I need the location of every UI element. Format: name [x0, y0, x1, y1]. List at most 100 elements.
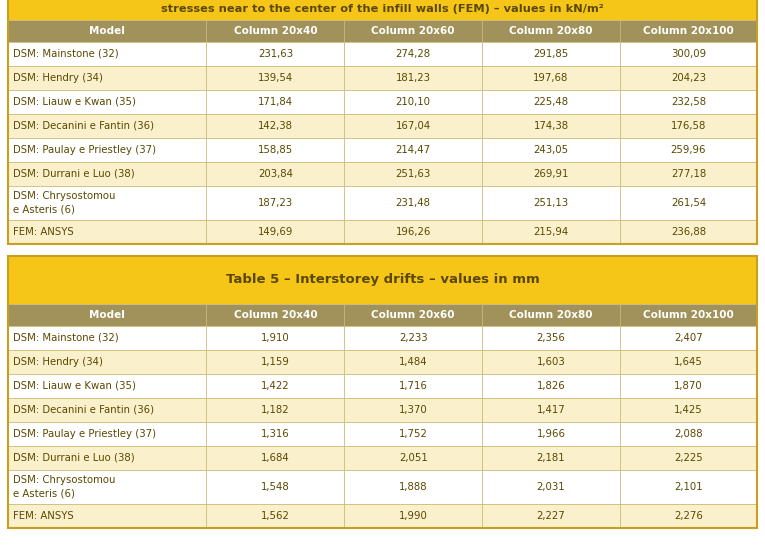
Bar	[8, 20, 207, 42]
Text: 176,58: 176,58	[671, 121, 706, 131]
Text: 274,28: 274,28	[396, 49, 431, 59]
Text: DSM: Durrani e Luo (38): DSM: Durrani e Luo (38)	[13, 169, 135, 179]
Bar	[620, 66, 757, 90]
Bar	[207, 220, 344, 244]
Text: DSM: Chrysostomou: DSM: Chrysostomou	[13, 191, 116, 201]
Bar	[482, 90, 620, 114]
Text: 1,910: 1,910	[261, 333, 290, 343]
Text: 171,84: 171,84	[258, 97, 293, 107]
Text: DSM: Hendry (34): DSM: Hendry (34)	[13, 357, 103, 367]
Bar	[344, 504, 482, 528]
Text: 2,051: 2,051	[399, 453, 428, 463]
Text: DSM: Mainstone (32): DSM: Mainstone (32)	[13, 49, 119, 59]
Text: 1,425: 1,425	[674, 405, 703, 415]
Text: 231,63: 231,63	[258, 49, 293, 59]
Text: 251,63: 251,63	[396, 169, 431, 179]
Text: 2,101: 2,101	[674, 482, 703, 492]
Bar	[207, 138, 344, 162]
Bar	[344, 374, 482, 398]
Text: 251,13: 251,13	[533, 198, 568, 208]
Text: DSM: Hendry (34): DSM: Hendry (34)	[13, 73, 103, 83]
Bar	[482, 422, 620, 446]
Text: DSM: Paulay e Priestley (37): DSM: Paulay e Priestley (37)	[13, 429, 156, 439]
Text: DSM: Decanini e Fantin (36): DSM: Decanini e Fantin (36)	[13, 121, 154, 131]
Bar	[8, 350, 207, 374]
Text: DSM: Durrani e Luo (38): DSM: Durrani e Luo (38)	[13, 453, 135, 463]
Bar	[344, 350, 482, 374]
Bar	[482, 186, 620, 220]
Bar	[482, 138, 620, 162]
Bar	[207, 304, 344, 326]
Bar	[8, 90, 207, 114]
Bar	[8, 114, 207, 138]
Bar	[8, 138, 207, 162]
Text: 1,316: 1,316	[261, 429, 290, 439]
Bar	[8, 0, 757, 244]
Text: 2,088: 2,088	[674, 429, 703, 439]
Bar	[620, 374, 757, 398]
Text: 225,48: 225,48	[533, 97, 568, 107]
Text: 1,826: 1,826	[537, 381, 565, 391]
Text: 1,990: 1,990	[399, 511, 428, 521]
Bar	[482, 326, 620, 350]
Text: 1,603: 1,603	[537, 357, 565, 367]
Text: 259,96: 259,96	[671, 145, 706, 155]
Text: 214,47: 214,47	[396, 145, 431, 155]
Text: 2,276: 2,276	[674, 511, 703, 521]
Bar	[620, 42, 757, 66]
Bar	[8, 304, 207, 326]
Bar	[620, 422, 757, 446]
Bar	[207, 398, 344, 422]
Bar	[482, 42, 620, 66]
Bar	[207, 42, 344, 66]
Text: 1,417: 1,417	[537, 405, 565, 415]
Bar	[620, 398, 757, 422]
Text: 291,85: 291,85	[533, 49, 568, 59]
Text: Column 20x60: Column 20x60	[372, 26, 455, 36]
Bar	[482, 220, 620, 244]
Text: 1,548: 1,548	[261, 482, 290, 492]
Text: FEM: ANSYS: FEM: ANSYS	[13, 511, 73, 521]
Bar	[620, 326, 757, 350]
Bar	[482, 504, 620, 528]
Text: 187,23: 187,23	[258, 198, 293, 208]
Text: DSM: Paulay e Priestley (37): DSM: Paulay e Priestley (37)	[13, 145, 156, 155]
Text: Column 20x80: Column 20x80	[509, 310, 593, 320]
Bar	[482, 304, 620, 326]
Text: 243,05: 243,05	[533, 145, 568, 155]
Text: 277,18: 277,18	[671, 169, 706, 179]
Bar	[482, 66, 620, 90]
Bar	[344, 162, 482, 186]
Bar	[8, 446, 207, 470]
Bar	[8, 374, 207, 398]
Text: 210,10: 210,10	[396, 97, 431, 107]
Bar	[482, 470, 620, 504]
Text: 1,888: 1,888	[399, 482, 428, 492]
Bar	[344, 20, 482, 42]
Text: 1,870: 1,870	[674, 381, 703, 391]
Text: 139,54: 139,54	[258, 73, 293, 83]
Text: Column 20x100: Column 20x100	[643, 26, 734, 36]
Bar	[8, 504, 207, 528]
Text: Column 20x80: Column 20x80	[509, 26, 593, 36]
Text: 215,94: 215,94	[533, 227, 568, 237]
Bar	[8, 256, 757, 304]
Text: 2,233: 2,233	[399, 333, 428, 343]
Bar	[620, 446, 757, 470]
Bar	[344, 220, 482, 244]
Bar	[620, 350, 757, 374]
Text: 232,58: 232,58	[671, 97, 706, 107]
Text: DSM: Chrysostomou: DSM: Chrysostomou	[13, 475, 116, 485]
Text: 1,562: 1,562	[261, 511, 290, 521]
Bar	[207, 20, 344, 42]
Bar	[207, 90, 344, 114]
Text: 2,356: 2,356	[536, 333, 565, 343]
Text: Column 20x40: Column 20x40	[233, 310, 317, 320]
Text: 196,26: 196,26	[396, 227, 431, 237]
Bar	[8, 326, 207, 350]
Bar	[207, 186, 344, 220]
Bar	[207, 374, 344, 398]
Text: 181,23: 181,23	[396, 73, 431, 83]
Text: 197,68: 197,68	[533, 73, 568, 83]
Text: 2,031: 2,031	[537, 482, 565, 492]
